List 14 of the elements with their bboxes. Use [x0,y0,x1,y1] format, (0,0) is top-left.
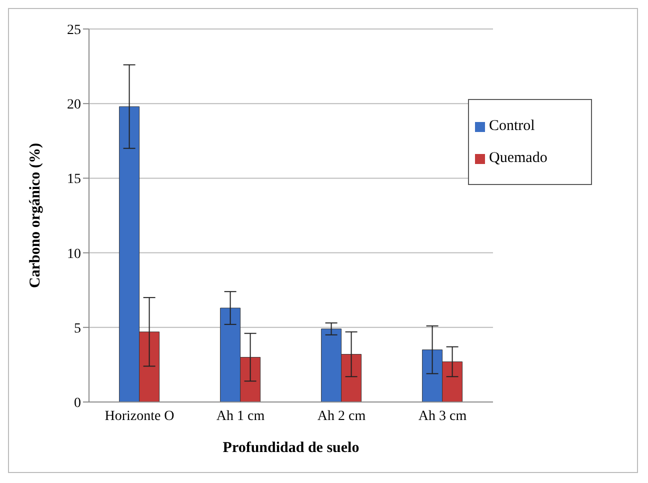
y-tick-label: 10 [67,246,81,262]
y-tick-label: 15 [67,172,81,188]
x-tick-label: Horizonte O [104,408,174,424]
x-tick-label: Ah 1 cm [216,408,265,424]
x-axis-title: Profundidad de suelo [222,440,360,456]
legend-label: Quemado [489,150,548,166]
x-tick-label: Ah 3 cm [418,408,467,424]
y-axis-title: Carbono orgánico (%) [27,143,44,288]
x-tick-label: Ah 2 cm [317,408,366,424]
y-tick-label: 20 [67,98,81,113]
legend-label: Control [489,118,535,134]
y-tick-label: 0 [74,396,81,411]
y-tick-label: 25 [67,22,81,38]
y-tick-label: 5 [74,321,81,336]
